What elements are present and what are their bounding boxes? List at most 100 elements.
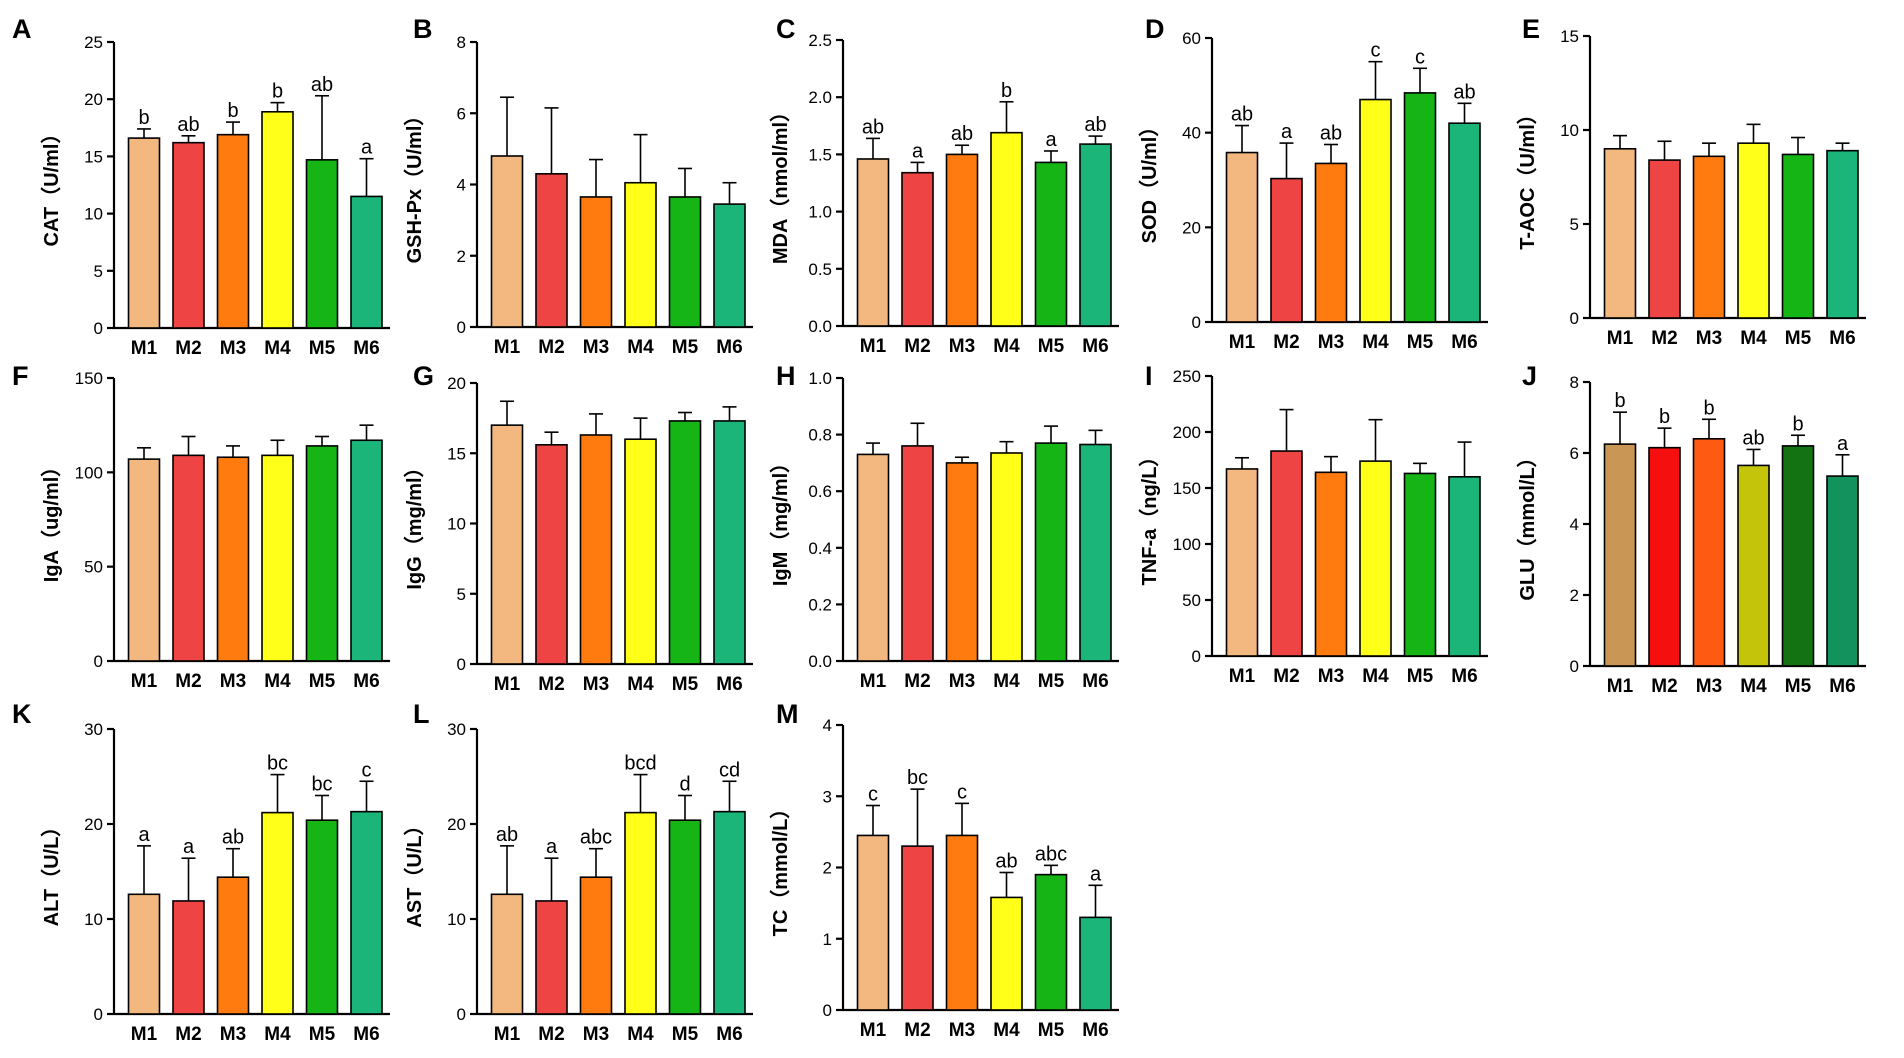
- panel-e: E 0 5 10 15 T-AOC（U/ml） M1 M2 M3 M4 M5 M6: [1516, 14, 1866, 349]
- x-tick-label: M2: [175, 671, 201, 692]
- bar-m3: [216, 133, 250, 329]
- panel-a: A 0 5 10 15 20 25 CAT（U/ml） b M1 ab M2 b M3 b M4 ab M5 a M6: [12, 14, 390, 359]
- panel-letter: I: [1145, 361, 1153, 391]
- significance-letter: ab: [311, 74, 333, 96]
- bar-m2: [901, 171, 934, 327]
- y-tick-label: 10: [447, 910, 466, 929]
- y-tick-label: 10: [84, 910, 103, 929]
- y-axis-label: T-AOC（U/ml）: [1516, 104, 1539, 250]
- bar-m5: [668, 196, 702, 328]
- bar-m5: [1781, 153, 1815, 319]
- y-tick-label: 0: [823, 1001, 832, 1020]
- panel-i: I 0 50 100 150 200 250 TNF-a（ng/L） M1 M2 M3 M4 M5 M6: [1138, 361, 1488, 687]
- y-tick-label: 50: [84, 558, 103, 577]
- y-tick-label: 0.0: [808, 317, 832, 336]
- y-axis-label: TNF-a（ng/L）: [1138, 447, 1161, 586]
- x-tick-label: M5: [309, 1024, 336, 1045]
- bar-m5: [668, 420, 702, 665]
- significance-letter: b: [1659, 406, 1670, 428]
- y-tick-label: 2.0: [808, 88, 832, 107]
- bar-m3: [945, 153, 979, 327]
- y-tick-label: 8: [1570, 373, 1579, 392]
- x-tick-label: M1: [494, 674, 521, 695]
- significance-letter: b: [227, 100, 238, 122]
- y-axis-label: IgG（mg/ml）: [403, 457, 426, 589]
- y-tick-label: 20: [84, 815, 103, 834]
- y-tick-label: 6: [457, 104, 466, 123]
- x-tick-label: M5: [1038, 1020, 1065, 1041]
- significance-letter: ab: [1231, 104, 1253, 126]
- x-tick-label: M3: [583, 674, 609, 695]
- bar-m5: [1034, 873, 1068, 1011]
- y-tick-label: 200: [1173, 423, 1201, 442]
- x-tick-label: M1: [1229, 332, 1256, 353]
- y-axis-label: IgM（mg/ml）: [769, 453, 792, 586]
- y-tick-label: 0.8: [808, 426, 832, 445]
- significance-letter: ab: [995, 850, 1017, 872]
- x-tick-label: M1: [860, 1020, 887, 1041]
- bar-m5: [1034, 442, 1068, 662]
- bar-m5: [305, 159, 339, 329]
- bar-m1: [127, 893, 161, 1015]
- bar-m6: [1448, 475, 1481, 657]
- significance-letter: a: [361, 137, 373, 159]
- x-tick-label: M3: [1318, 332, 1344, 353]
- y-tick-label: 2.5: [808, 31, 832, 50]
- bar-m6: [713, 810, 746, 1015]
- bar-m1: [490, 424, 524, 665]
- y-axis-label: GSH-Px（U/ml）: [403, 106, 426, 264]
- panel-letter: K: [12, 699, 32, 729]
- bar-m3: [945, 462, 979, 662]
- significance-letter: b: [138, 107, 149, 129]
- panel-l: L 0 10 20 30 AST（U/L） ab M1 a M2 abc M3 bcd M4 d M5 cd M6: [403, 699, 753, 1045]
- panel-j: J 0 2 4 6 8 GLU（mmol/L） b M1 b M2 b M3 ab M4 b M5 a M6: [1516, 361, 1866, 697]
- panel-letter: B: [413, 14, 433, 44]
- x-tick-label: M1: [1229, 666, 1256, 687]
- x-tick-label: M4: [627, 1024, 654, 1045]
- y-tick-label: 5: [1570, 215, 1579, 234]
- bar-m3: [1692, 155, 1726, 319]
- y-tick-label: 0: [457, 318, 466, 337]
- x-tick-label: M6: [1829, 328, 1855, 349]
- bar-m2: [901, 845, 934, 1011]
- panel-letter: H: [776, 361, 796, 391]
- panel-letter: M: [776, 699, 799, 729]
- y-tick-label: 0: [1570, 309, 1579, 328]
- x-tick-label: M2: [904, 671, 930, 692]
- x-tick-label: M5: [1785, 328, 1812, 349]
- bar-m3: [945, 834, 979, 1011]
- y-tick-label: 100: [75, 463, 103, 482]
- bar-m1: [1603, 148, 1637, 319]
- y-tick-label: 0.2: [808, 595, 832, 614]
- bar-m4: [261, 811, 294, 1015]
- y-tick-label: 1.0: [808, 369, 832, 388]
- y-tick-label: 20: [84, 90, 103, 109]
- x-tick-label: M5: [309, 338, 336, 359]
- x-tick-label: M6: [716, 674, 742, 695]
- bar-m4: [1359, 460, 1392, 657]
- x-tick-label: M2: [175, 1024, 201, 1045]
- bar-m1: [127, 137, 161, 329]
- significance-letter: abc: [1035, 843, 1067, 865]
- significance-letter: ab: [862, 116, 884, 138]
- bar-m1: [490, 893, 524, 1015]
- bar-m5: [1034, 161, 1068, 327]
- bar-m2: [1270, 450, 1303, 657]
- bar-m6: [713, 420, 746, 665]
- y-tick-label: 1: [823, 930, 832, 949]
- x-tick-label: M3: [949, 336, 975, 357]
- significance-letter: a: [1090, 863, 1102, 885]
- x-tick-label: M2: [538, 674, 564, 695]
- significance-letter: cd: [719, 759, 740, 781]
- x-tick-label: M4: [264, 671, 291, 692]
- bar-m6: [350, 195, 383, 329]
- bar-m6: [1448, 122, 1481, 323]
- bar-m1: [490, 155, 524, 328]
- x-tick-label: M6: [1451, 332, 1477, 353]
- significance-letter: ab: [951, 123, 973, 145]
- bar-m2: [172, 900, 205, 1015]
- x-tick-label: M3: [220, 1024, 246, 1045]
- y-tick-label: 10: [1560, 121, 1579, 140]
- significance-letter: b: [1001, 80, 1012, 102]
